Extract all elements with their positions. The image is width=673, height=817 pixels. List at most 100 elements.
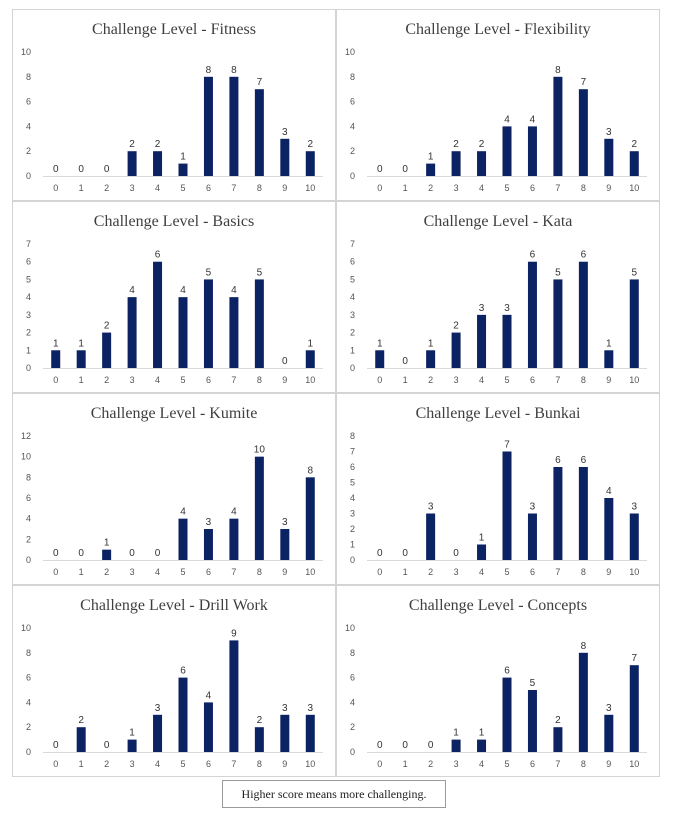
x-tick-label: 6 bbox=[206, 759, 211, 769]
x-tick-label: 6 bbox=[206, 183, 211, 193]
y-tick-label: 4 bbox=[350, 697, 355, 707]
x-tick-label: 6 bbox=[530, 759, 535, 769]
data-label: 1 bbox=[479, 533, 485, 544]
data-label: 1 bbox=[453, 728, 459, 739]
x-tick-label: 4 bbox=[479, 567, 484, 577]
x-tick-label: 9 bbox=[606, 375, 611, 385]
data-label: 4 bbox=[504, 114, 510, 125]
chart-panel: Challenge Level - Bunkai 0 1 2 3 4 5 6 7 8 0 0 0 1 3 2 0… bbox=[336, 393, 660, 585]
bar bbox=[127, 739, 137, 752]
bar bbox=[527, 513, 537, 560]
x-tick-label: 6 bbox=[530, 567, 535, 577]
x-tick-label: 4 bbox=[155, 375, 160, 385]
y-tick-label: 4 bbox=[26, 121, 31, 131]
x-tick-label: 10 bbox=[629, 183, 639, 193]
y-tick-label: 4 bbox=[26, 514, 31, 524]
y-tick-label: 8 bbox=[350, 72, 355, 82]
y-tick-label: 4 bbox=[26, 292, 31, 302]
x-tick-label: 9 bbox=[282, 375, 287, 385]
x-tick-label: 6 bbox=[530, 375, 535, 385]
x-tick-label: 1 bbox=[79, 567, 84, 577]
bar bbox=[102, 549, 112, 560]
x-tick-label: 5 bbox=[504, 567, 509, 577]
bar bbox=[604, 350, 614, 368]
bar bbox=[477, 314, 487, 368]
y-tick-label: 8 bbox=[26, 72, 31, 82]
chart-title: Challenge Level - Kata bbox=[424, 213, 573, 230]
x-tick-label: 6 bbox=[530, 183, 535, 193]
bar bbox=[254, 727, 264, 752]
y-tick-label: 2 bbox=[350, 146, 355, 156]
bar bbox=[426, 513, 436, 560]
bar bbox=[629, 513, 639, 560]
data-label: 2 bbox=[555, 715, 561, 726]
chart-panel: Challenge Level - Flexibility 0 2 4 6 8 10 0 0 0 1… bbox=[336, 9, 660, 201]
bar bbox=[502, 314, 512, 368]
y-tick-label: 6 bbox=[350, 257, 355, 267]
data-label: 2 bbox=[307, 139, 313, 150]
bar bbox=[502, 677, 512, 752]
bar-chart: Challenge Level - Kumite0246810120001120… bbox=[21, 405, 323, 577]
bar bbox=[305, 714, 315, 752]
data-label: 3 bbox=[206, 517, 212, 528]
y-tick-label: 10 bbox=[345, 47, 355, 57]
x-tick-label: 2 bbox=[104, 375, 109, 385]
x-tick-label: 3 bbox=[130, 567, 135, 577]
y-tick-label: 12 bbox=[21, 431, 31, 441]
x-tick-label: 8 bbox=[581, 759, 586, 769]
y-tick-label: 6 bbox=[26, 493, 31, 503]
bar bbox=[229, 76, 239, 176]
y-tick-label: 2 bbox=[26, 722, 31, 732]
x-tick-label: 1 bbox=[403, 759, 408, 769]
y-tick-label: 6 bbox=[350, 97, 355, 107]
data-label: 0 bbox=[402, 548, 408, 559]
x-tick-label: 0 bbox=[377, 567, 382, 577]
y-tick-label: 1 bbox=[26, 345, 31, 355]
data-label: 10 bbox=[254, 445, 266, 456]
x-tick-label: 3 bbox=[454, 759, 459, 769]
x-tick-label: 10 bbox=[305, 183, 315, 193]
bar bbox=[578, 261, 588, 368]
data-label: 1 bbox=[428, 338, 434, 349]
data-label: 8 bbox=[206, 65, 212, 76]
y-tick-label: 8 bbox=[26, 648, 31, 658]
x-tick-label: 3 bbox=[454, 567, 459, 577]
bar-chart: Challenge Level - Drill Work024681000210… bbox=[21, 597, 323, 769]
data-label: 6 bbox=[530, 250, 536, 261]
x-tick-label: 10 bbox=[629, 567, 639, 577]
y-tick-label: 0 bbox=[26, 363, 31, 373]
x-tick-label: 6 bbox=[206, 375, 211, 385]
y-tick-label: 2 bbox=[26, 534, 31, 544]
bar bbox=[426, 350, 436, 368]
data-label: 0 bbox=[104, 740, 110, 751]
bar bbox=[578, 467, 588, 560]
data-label: 0 bbox=[53, 548, 59, 559]
x-tick-label: 10 bbox=[305, 759, 315, 769]
data-label: 6 bbox=[581, 250, 587, 261]
x-tick-label: 3 bbox=[454, 375, 459, 385]
x-tick-label: 10 bbox=[305, 567, 315, 577]
x-tick-label: 1 bbox=[403, 375, 408, 385]
x-tick-label: 0 bbox=[53, 183, 58, 193]
bar bbox=[254, 456, 264, 560]
data-label: 2 bbox=[453, 321, 459, 332]
bar bbox=[578, 89, 588, 176]
data-label: 0 bbox=[129, 548, 135, 559]
x-tick-label: 0 bbox=[53, 567, 58, 577]
data-label: 2 bbox=[453, 139, 459, 150]
data-label: 0 bbox=[377, 740, 383, 751]
data-label: 0 bbox=[402, 356, 408, 367]
x-tick-label: 5 bbox=[504, 183, 509, 193]
x-tick-label: 2 bbox=[104, 567, 109, 577]
data-label: 0 bbox=[53, 740, 59, 751]
y-tick-label: 5 bbox=[350, 274, 355, 284]
bar bbox=[451, 739, 461, 752]
data-label: 6 bbox=[155, 250, 161, 261]
data-label: 3 bbox=[504, 303, 510, 314]
data-label: 0 bbox=[78, 548, 84, 559]
bar bbox=[203, 529, 213, 560]
data-label: 5 bbox=[257, 267, 263, 278]
x-tick-label: 10 bbox=[629, 375, 639, 385]
x-tick-label: 1 bbox=[79, 759, 84, 769]
x-tick-label: 6 bbox=[206, 567, 211, 577]
